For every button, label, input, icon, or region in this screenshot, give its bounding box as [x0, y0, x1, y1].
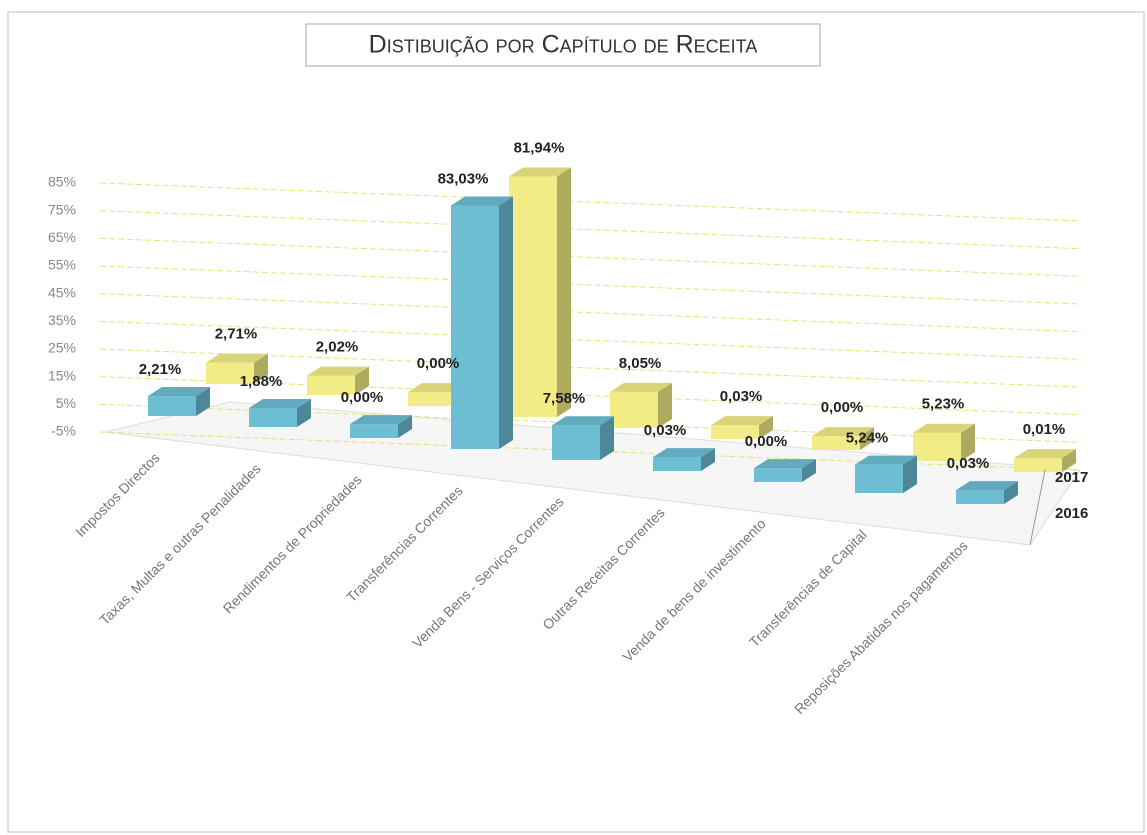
bar — [509, 176, 557, 417]
bar — [206, 362, 254, 384]
data-label: 0,00% — [821, 399, 864, 416]
bar-top — [148, 387, 210, 397]
bar-side — [196, 387, 210, 416]
bar-top — [509, 167, 571, 177]
data-label: 83,03% — [438, 170, 489, 187]
bar-side — [701, 448, 715, 471]
y-tick-label: 5% — [56, 395, 76, 411]
data-label: 7,58% — [543, 390, 586, 407]
data-label: 8,05% — [619, 355, 662, 372]
data-label: 0,00% — [417, 355, 460, 372]
y-tick-label: 35% — [48, 312, 76, 328]
bar-side — [398, 415, 412, 438]
bar-side — [759, 416, 773, 439]
data-label: 81,94% — [514, 139, 565, 156]
grid-line — [99, 237, 1081, 277]
data-label: 0,03% — [947, 455, 990, 472]
bar-top — [754, 459, 816, 469]
bar-side — [860, 427, 874, 450]
bar-top — [956, 481, 1018, 491]
grid-line — [99, 210, 1081, 250]
bar — [350, 424, 398, 438]
data-label: 2,02% — [316, 339, 359, 356]
y-tick-label: 55% — [48, 257, 76, 273]
depth-axis — [1029, 469, 1046, 546]
data-label: 1,88% — [240, 373, 283, 390]
grid-line — [99, 293, 1081, 333]
series-label: 2016 — [1055, 505, 1088, 522]
data-label: 0,00% — [745, 433, 788, 450]
grid-line — [99, 320, 1081, 360]
bar-side — [600, 416, 614, 460]
series-label: 2017 — [1055, 469, 1088, 486]
bar — [711, 425, 759, 439]
grid-line — [99, 265, 1081, 305]
bar — [913, 432, 961, 461]
data-label: 0,01% — [1023, 421, 1066, 438]
y-tick-label: 25% — [48, 340, 76, 356]
bar — [552, 425, 600, 460]
bar-side — [1062, 449, 1076, 472]
data-label: 5,23% — [922, 396, 965, 413]
bar — [812, 436, 860, 450]
bar — [148, 396, 196, 416]
bar — [249, 407, 297, 427]
title-box — [305, 23, 821, 67]
bar — [653, 457, 701, 471]
bar-side — [961, 423, 975, 461]
bar-side — [499, 196, 513, 449]
bar-side — [1004, 481, 1018, 504]
data-label: 2,71% — [215, 326, 258, 343]
data-label: 0,03% — [644, 422, 687, 439]
y-tick-label: 15% — [48, 367, 76, 383]
bar — [610, 391, 658, 428]
bar-top — [451, 196, 513, 206]
bar — [855, 464, 903, 493]
y-tick-label: 85% — [48, 174, 76, 190]
bar-top — [206, 353, 268, 363]
data-label: 0,03% — [720, 388, 763, 405]
bar — [1014, 458, 1062, 472]
bar-side — [903, 455, 917, 493]
bar-top — [913, 423, 975, 433]
bar — [307, 375, 355, 395]
bar-side — [355, 366, 369, 395]
bar-top — [711, 416, 773, 426]
bar-top — [552, 416, 614, 426]
bar-side — [254, 353, 268, 384]
y-tick-label: 65% — [48, 229, 76, 245]
bar-top — [610, 382, 672, 392]
data-label: 0,00% — [341, 389, 384, 406]
bar-side — [658, 382, 672, 428]
data-label: 2,21% — [139, 361, 182, 378]
bar-side — [297, 398, 311, 427]
grid-line — [99, 182, 1081, 222]
y-tick-label: 75% — [48, 201, 76, 217]
bar-side — [557, 167, 571, 417]
bar-top — [1014, 449, 1076, 459]
bar-top — [653, 448, 715, 458]
bar — [408, 392, 456, 406]
bar-top — [350, 415, 412, 425]
bar-side — [802, 459, 816, 482]
bar — [754, 468, 802, 482]
bar-top — [855, 455, 917, 465]
y-tick-label: -5% — [51, 423, 76, 439]
bar-top — [307, 366, 369, 376]
bar — [451, 205, 499, 449]
chart-title: Distibuição por Capítulo de Receita — [369, 31, 758, 59]
data-label: 5,24% — [846, 430, 889, 447]
grid-line — [99, 376, 1081, 416]
bar — [956, 490, 1004, 504]
bar-top — [249, 398, 311, 408]
bar-top — [812, 427, 874, 437]
y-tick-label: 45% — [48, 284, 76, 300]
